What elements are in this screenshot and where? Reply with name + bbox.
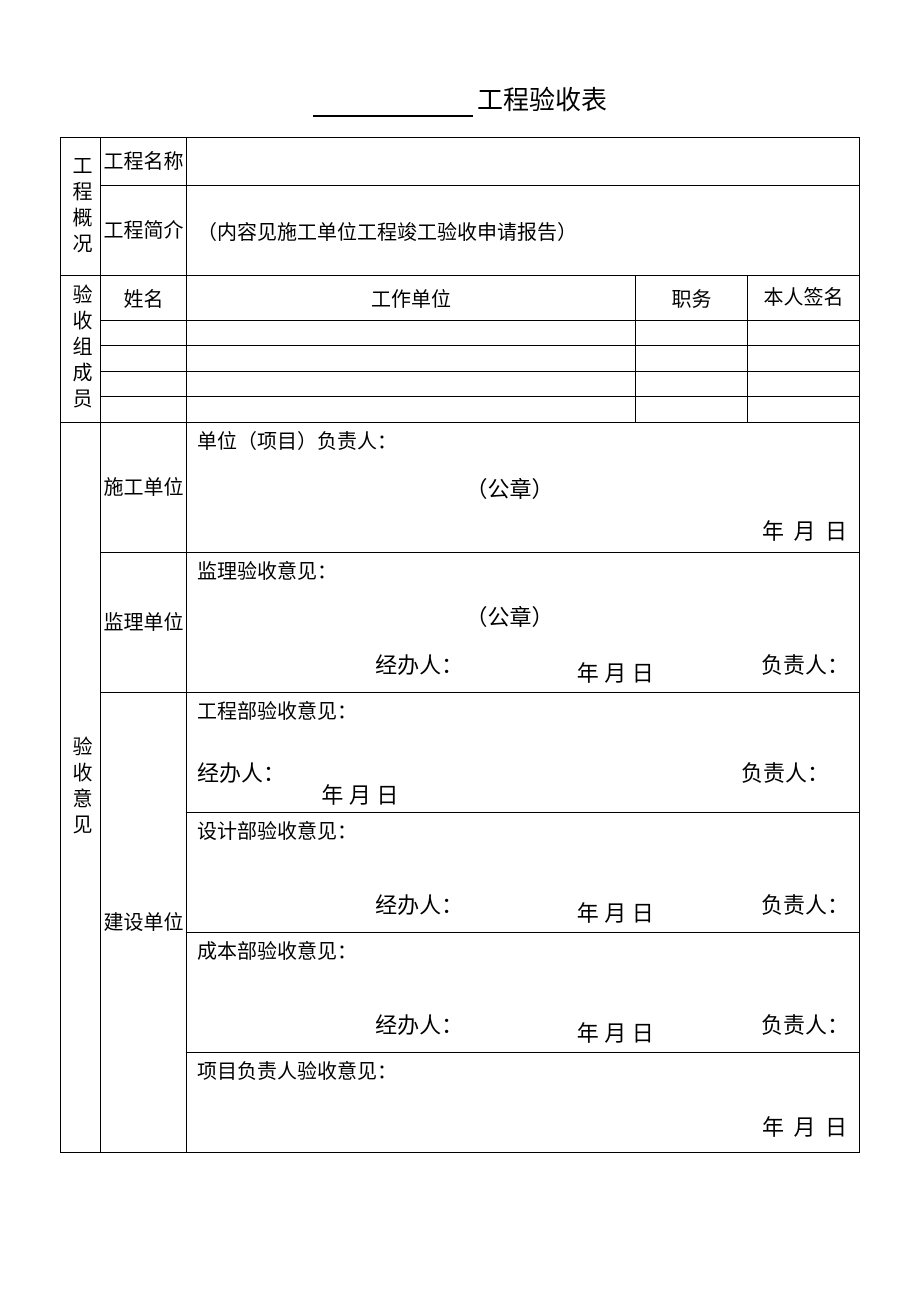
page-title: 工程验收表 xyxy=(60,80,860,117)
opinion-construction-row: 验收意见 施工单位 单位（项目）负责人： （公章） 年 月 日 xyxy=(61,423,860,553)
build-pm-date: 年 月 日 xyxy=(762,1110,849,1142)
build-eng-responsible: 负责人： xyxy=(741,756,829,788)
team-row-2 xyxy=(61,346,860,372)
build-eng-date: 年 月 日 xyxy=(321,778,398,810)
build-pm-top: 项目负责人验收意见： xyxy=(197,1055,397,1084)
build-design-responsible: 负责人： xyxy=(761,888,849,920)
team-row-1 xyxy=(61,320,860,346)
build-eng-cell: 工程部验收意见： 经办人： 负责人： 年 月 日 xyxy=(187,693,860,813)
team-header-name: 姓名 xyxy=(101,276,187,321)
build-label: 建设单位 xyxy=(101,693,187,1153)
build-pm-cell: 项目负责人验收意见： 年 月 日 xyxy=(187,1053,860,1153)
build-design-cell: 设计部验收意见： 经办人： 负责人： 年 月 日 xyxy=(187,813,860,933)
overview-name-row: 工程概况 工程名称 xyxy=(61,138,860,186)
team-header-row: 验收组成员 姓名 工作单位 职务 本人签名 xyxy=(61,276,860,321)
build-design-top: 设计部验收意见： xyxy=(197,815,357,844)
supervision-top: 监理验收意见： xyxy=(197,555,337,584)
team-header-position: 职务 xyxy=(635,276,747,321)
build-cost-date: 年 月 日 xyxy=(577,1016,654,1048)
overview-name-value xyxy=(187,138,860,186)
supervision-date: 年 月 日 xyxy=(577,656,654,688)
build-eng-top: 工程部验收意见： xyxy=(197,695,357,724)
opinion-build-eng-row: 建设单位 工程部验收意见： 经办人： 负责人： 年 月 日 xyxy=(61,693,860,813)
team-row-3 xyxy=(61,371,860,397)
build-cost-cell: 成本部验收意见： 经办人： 负责人： 年 月 日 xyxy=(187,933,860,1053)
title-suffix: 工程验收表 xyxy=(477,86,607,115)
team-header-signature: 本人签名 xyxy=(747,276,859,321)
construction-cell: 单位（项目）负责人： （公章） 年 月 日 xyxy=(187,423,860,553)
supervision-cell: 监理验收意见： （公章） 经办人： 负责人： 年 月 日 xyxy=(187,553,860,693)
supervision-handler: 经办人： xyxy=(375,648,463,680)
overview-intro-label: 工程简介 xyxy=(101,186,187,276)
team-row-4 xyxy=(61,397,860,423)
title-blank xyxy=(313,115,473,117)
supervision-label: 监理单位 xyxy=(101,553,187,693)
supervision-responsible: 负责人： xyxy=(761,648,849,680)
build-eng-handler: 经办人： xyxy=(197,756,285,788)
construction-stamp: （公章） xyxy=(466,472,554,504)
construction-date: 年 月 日 xyxy=(762,514,849,546)
build-cost-top: 成本部验收意见： xyxy=(197,935,357,964)
team-header-unit: 工作单位 xyxy=(187,276,636,321)
opinion-supervision-row: 监理单位 监理验收意见： （公章） 经办人： 负责人： 年 月 日 xyxy=(61,553,860,693)
build-design-date: 年 月 日 xyxy=(577,896,654,928)
section-overview-label: 工程概况 xyxy=(61,138,101,276)
build-cost-responsible: 负责人： xyxy=(761,1008,849,1040)
section-team-label: 验收组成员 xyxy=(61,276,101,423)
construction-label: 施工单位 xyxy=(101,423,187,553)
build-design-handler: 经办人： xyxy=(375,888,463,920)
overview-intro-note: （内容见施工单位工程竣工验收申请报告） xyxy=(187,186,860,276)
section-opinion-label: 验收意见 xyxy=(61,423,101,1153)
overview-intro-row: 工程简介 （内容见施工单位工程竣工验收申请报告） xyxy=(61,186,860,276)
build-cost-handler: 经办人： xyxy=(375,1008,463,1040)
acceptance-table: 工程概况 工程名称 工程简介 （内容见施工单位工程竣工验收申请报告） 验收组成员… xyxy=(60,137,860,1153)
supervision-stamp: （公章） xyxy=(466,600,554,632)
construction-top: 单位（项目）负责人： xyxy=(197,425,397,454)
overview-name-label: 工程名称 xyxy=(101,138,187,186)
